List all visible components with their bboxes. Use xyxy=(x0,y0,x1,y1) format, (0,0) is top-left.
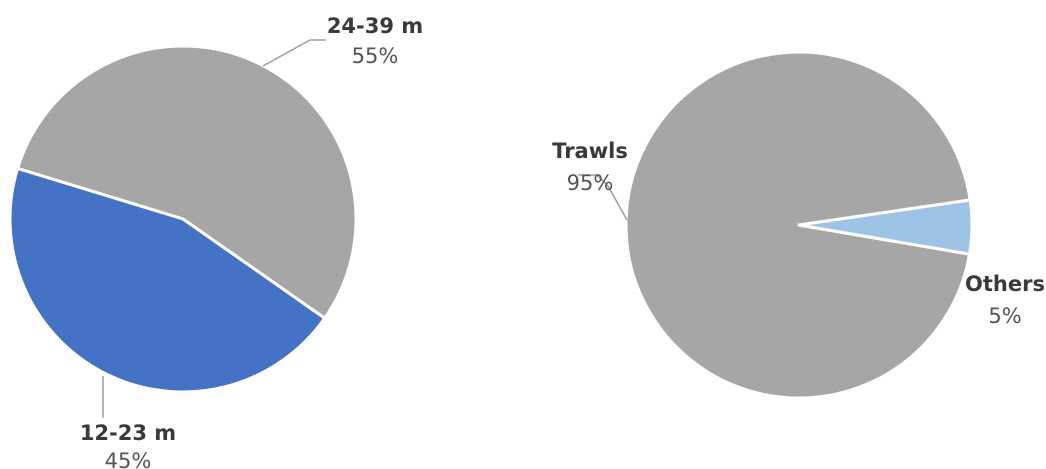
slice-percent-label: 95% xyxy=(567,171,614,195)
pie-slice-24-39-m xyxy=(16,44,358,320)
gear-type-pie: Trawls 95% Others 5% xyxy=(552,50,1045,400)
slice-percent-label: 45% xyxy=(105,449,152,469)
slice-label: 12-23 m xyxy=(80,421,176,445)
slice-percent-label: 55% xyxy=(352,44,399,68)
slice-percent-label: 5% xyxy=(988,304,1021,328)
leader-line xyxy=(262,39,326,67)
pie-slice-others xyxy=(797,198,974,256)
slice-label: 24-39 m xyxy=(327,14,423,38)
vessel-length-pie: 24-39 m 55% 12-23 m 45% xyxy=(8,14,423,469)
leader-line xyxy=(578,174,628,221)
slice-label: Others xyxy=(965,272,1045,296)
pie-slice-12-23-m xyxy=(8,166,327,394)
slice-label: Trawls xyxy=(552,139,628,163)
